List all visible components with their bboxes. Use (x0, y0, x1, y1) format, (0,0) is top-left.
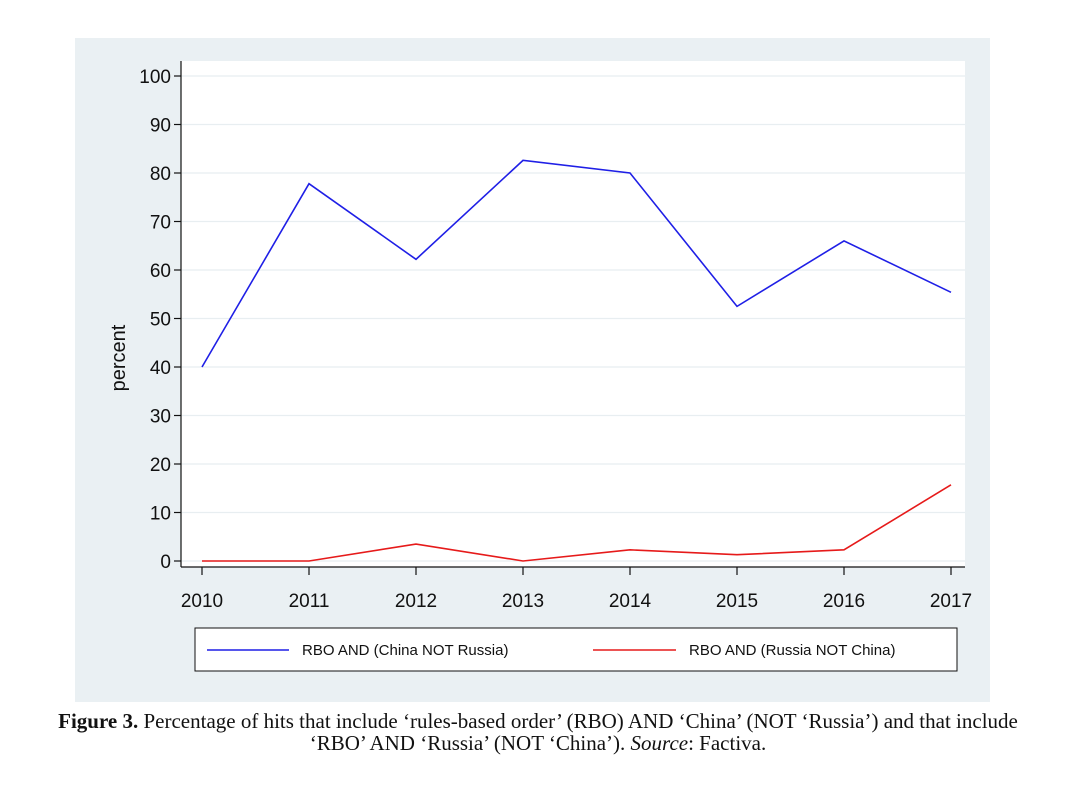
x-tick-label-2017: 2017 (930, 591, 972, 612)
x-tick-label-2016: 2016 (823, 591, 865, 612)
y-axis-ticks: 0 10 20 30 40 50 60 70 80 90 100 (139, 67, 181, 573)
x-tick-label-2010: 2010 (181, 591, 223, 612)
caption-source-label: Source (630, 731, 689, 755)
y-tick-label-40: 40 (150, 358, 171, 379)
x-axis-ticks: 2010 2011 2012 2013 2014 2015 2016 2017 (181, 567, 972, 612)
caption-text: Percentage of hits that include ‘rules-b… (143, 709, 1018, 755)
y-axis-title: percent (108, 324, 130, 391)
series-line-0 (201, 159, 952, 368)
legend: RBO AND (China NOT Russia) RBO AND (Russ… (194, 627, 958, 672)
y-tick-label-50: 50 (150, 310, 171, 331)
legend-label-china: RBO AND (China NOT Russia) (302, 642, 508, 659)
y-tick-label-30: 30 (150, 407, 171, 428)
x-tick-label-2012: 2012 (395, 591, 437, 612)
x-tick-label-2011: 2011 (289, 591, 330, 612)
y-tick-label-0: 0 (160, 552, 171, 573)
legend-label-russia: RBO AND (Russia NOT China) (689, 642, 895, 659)
y-tick-label-10: 10 (150, 504, 171, 525)
y-tick-label-80: 80 (150, 164, 171, 185)
y-tick-label-20: 20 (150, 455, 171, 476)
caption-figure-label: Figure 3. (58, 709, 139, 733)
series-layer (201, 159, 952, 562)
y-tick-label-60: 60 (150, 261, 171, 282)
legend-box (194, 627, 958, 672)
figure-caption: Figure 3. Percentage of hits that includ… (40, 710, 1036, 754)
plot-area (181, 61, 965, 567)
x-tick-label-2015: 2015 (716, 591, 758, 612)
y-tick-label-90: 90 (150, 116, 171, 137)
series-line-1 (202, 484, 952, 562)
grid-lines (181, 75, 965, 562)
x-tick-label-2014: 2014 (609, 591, 652, 612)
y-tick-label-100: 100 (139, 67, 171, 88)
caption-source-value: : Factiva. (688, 731, 767, 755)
x-tick-label-2013: 2013 (502, 591, 544, 612)
y-tick-label-70: 70 (150, 213, 171, 234)
figure-panel: 0 10 20 30 40 50 60 70 80 90 100 2010 2011 2012 2013 2… (75, 38, 990, 702)
